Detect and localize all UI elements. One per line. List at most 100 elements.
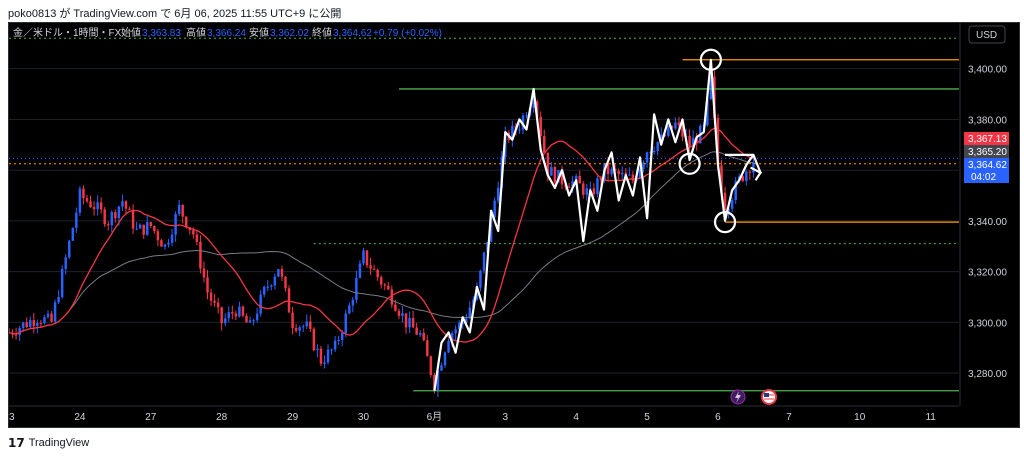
candle-body [21,322,25,329]
candle-body [68,240,71,258]
candle-body [574,175,578,182]
price-chart[interactable]: 3,400.003,380.003,360.003,340.003,320.00… [3,23,1019,427]
candle-body [184,216,188,228]
candle-body [245,315,248,323]
candle-body [493,200,496,218]
candle-body [142,224,145,235]
candle-body [624,172,628,175]
legend-close-label: 終値 [312,26,332,39]
candle-body [479,270,482,288]
currency-button[interactable] [968,25,1006,44]
candle-body [734,181,737,200]
candle-body [571,181,574,188]
candle-body [163,244,167,247]
candle-body [585,188,589,195]
candle-body [277,269,280,277]
candle-body [652,150,656,153]
candle-body [114,212,117,219]
x-tick-label: 3 [502,412,508,423]
candle-body [25,322,28,327]
legend-high-label: 高値 [186,26,206,39]
candle-body [709,76,713,100]
candle-body [638,168,642,178]
legend-low-label: 安値 [249,26,269,39]
candle-body [550,167,553,176]
candle-body [64,257,67,269]
legend-low: 3,362.02 [270,28,309,39]
candle-body [677,122,681,126]
chart-frame[interactable]: 3,400.003,380.003,360.003,340.003,320.00… [3,22,1020,428]
candle-body [379,277,383,285]
candle-body [589,188,592,190]
us-flag-icon[interactable] [761,389,777,405]
grid-lines [9,68,959,374]
candle-body [518,129,521,131]
x-tick-label: 6月 [427,411,443,423]
candle-body [656,142,659,151]
candle-body [422,332,425,341]
legend-open: 3,363.83 [142,28,181,39]
candle-body [326,349,330,363]
candle-body [730,199,734,209]
candle-body [238,306,241,317]
candle-body [720,165,723,193]
candle-body [78,188,82,213]
candle-body [659,134,663,143]
legend-high: 3,366.24 [207,28,246,39]
candle-body [610,168,613,175]
candle-body [160,240,163,247]
candle-body [539,116,542,137]
candle-body [752,162,755,173]
candle-body [270,285,273,287]
candle-body [567,186,571,188]
candle-body [32,320,36,326]
candle-body [358,263,362,278]
x-tick-label: 28 [216,412,228,423]
x-tick-label: 4 [573,412,579,423]
y-tick-label: 3,380.00 [968,115,1007,126]
candle-body [294,327,298,331]
candle-body [461,322,464,324]
candle-body [14,334,18,336]
y-tick-label: 3,300.00 [968,318,1007,329]
candle-body [39,322,43,324]
candle-body [223,318,227,324]
price-axis[interactable]: 3,400.003,380.003,360.003,340.003,320.00… [959,23,1007,406]
price-tag-gray: 3,365.20 [968,147,1007,158]
candle-body [146,222,149,235]
candle-body [92,207,96,210]
price-tag-blue: 3,364.62 [968,160,1007,171]
candle-body [433,374,436,390]
candle-body [192,230,195,235]
candle-body [411,317,415,328]
x-tick-label: 24 [74,412,86,423]
candle-body [29,320,32,327]
candle-body [418,332,422,335]
candle-body [170,234,174,243]
candle-body [96,202,99,210]
candle-body [177,204,181,215]
legend-close: 3,364.62 [333,28,372,39]
candle-body [688,135,691,147]
candle-body [369,265,372,269]
candle-body [50,313,53,322]
x-tick-label: 30 [358,412,370,423]
price-tag-timer: 04:02 [971,172,996,183]
candle-body [231,312,234,314]
candle-body [340,333,344,341]
candle-body [727,208,730,214]
lightning-icon[interactable] [730,389,746,405]
x-tick-label: 10 [854,412,866,423]
candle-body [631,174,635,181]
tradingview-logo-icon[interactable]: 17 [8,436,25,450]
candle-body [167,242,170,245]
candle-body [227,312,231,319]
candle-body [482,252,486,271]
candle-body [280,269,284,277]
candle-body [348,305,351,314]
candle-body [355,277,358,300]
candle-body [316,348,319,351]
candle-body [532,101,535,108]
candle-body [241,306,245,316]
time-axis[interactable]: 23 24 27 28 29 30 6月 3 4 5 6 7 10 11 [3,405,959,423]
